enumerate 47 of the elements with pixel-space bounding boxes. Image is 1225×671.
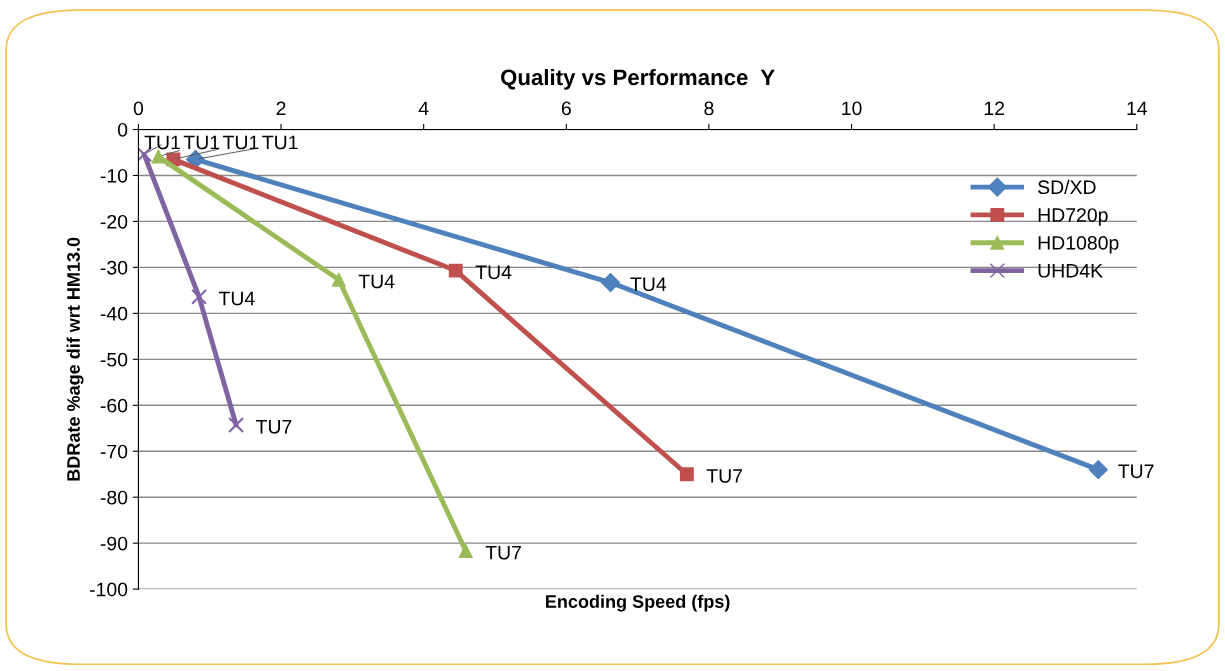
annotation: TU4 <box>358 274 395 289</box>
annotation: TU4 <box>475 265 512 280</box>
y-axis-title: BDRate %age dif wrt HM13.0 <box>66 237 84 481</box>
point <box>191 288 208 305</box>
point <box>228 417 245 434</box>
y-tick-label: -40 <box>100 306 128 321</box>
x-axis-title: Encoding Speed (fps) <box>546 594 730 612</box>
annotation: TU4 <box>630 277 667 292</box>
annotation: TU4 <box>218 291 255 306</box>
annotation: TU1 <box>144 135 180 150</box>
y-tick-label: -60 <box>100 398 128 413</box>
legend-label: UHD4K <box>1038 264 1103 278</box>
x-tick-label: 2 <box>276 101 286 116</box>
y-tick-label: -20 <box>100 214 128 229</box>
annotation: TU7 <box>256 420 292 434</box>
point <box>679 467 694 482</box>
x-tick-label: 10 <box>842 101 862 116</box>
x-tick-label: 6 <box>561 101 571 116</box>
x-tick-label: 12 <box>984 101 1005 116</box>
point <box>331 272 346 287</box>
legend-label: SD/XD <box>1038 179 1096 195</box>
y-tick-label: -70 <box>100 444 128 459</box>
annotation: TU7 <box>485 545 521 560</box>
point <box>458 544 473 558</box>
y-tick-label: -10 <box>100 168 128 183</box>
x-tick-label: 0 <box>133 101 144 116</box>
y-tick-label: -100 <box>89 582 128 597</box>
y-tick-label: -90 <box>100 536 128 551</box>
point <box>1088 460 1108 480</box>
annotation: TU1 <box>183 135 220 150</box>
annotation: TU7 <box>1118 464 1154 479</box>
x-tick-label: 8 <box>704 101 714 116</box>
legend-label: HD720p <box>1038 208 1108 226</box>
legend-label: HD1080p <box>1038 236 1119 254</box>
x-tick-label: 4 <box>418 101 429 116</box>
annotation: TU1 <box>223 135 259 150</box>
chart-title: Quality vs Performance Y <box>501 68 775 90</box>
y-tick-label: -80 <box>100 490 128 505</box>
annotation: TU1 <box>262 135 298 150</box>
y-tick-label: -30 <box>100 260 128 275</box>
annotation: TU7 <box>706 469 743 483</box>
y-tick-label: 0 <box>117 122 128 137</box>
y-tick-label: -50 <box>100 352 128 367</box>
point <box>448 263 463 278</box>
point <box>151 149 166 164</box>
x-tick-label: 14 <box>1127 101 1148 116</box>
point <box>600 273 621 293</box>
